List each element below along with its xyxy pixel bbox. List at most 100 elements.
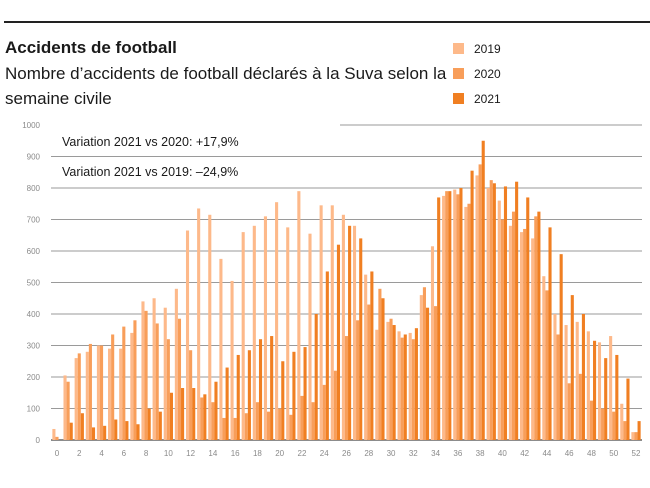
bar-2020-week-25: [333, 370, 337, 440]
y-axis-ticks: 0 100 200 300 400 500 600 700 800 900 1000: [22, 121, 40, 445]
bar-2019-week-10: [163, 307, 167, 440]
bar-2021-week-50: [615, 354, 619, 440]
bar-2020-week-45: [556, 334, 560, 440]
bar-2019-week-1: [63, 375, 67, 440]
y-tick-label: 400: [27, 310, 41, 319]
bar-2019-week-18: [252, 225, 256, 440]
bar-2019-week-2: [74, 358, 78, 440]
y-tick-label: 800: [27, 184, 41, 193]
bar-2020-week-29: [378, 288, 382, 440]
bar-2019-week-13: [197, 208, 201, 440]
x-tick-label: 42: [520, 449, 529, 458]
bar-2019-week-30: [386, 321, 390, 441]
x-tick-label: 36: [453, 449, 462, 458]
bar-2020-week-10: [166, 339, 170, 440]
bar-2021-week-26: [348, 225, 352, 440]
bar-2021-week-19: [270, 336, 274, 440]
bar-2019-week-28: [364, 274, 368, 441]
y-tick-label: 700: [27, 216, 41, 225]
bar-2021-week-49: [604, 358, 608, 440]
bar-2019-week-52: [631, 432, 635, 441]
bar-2020-week-1: [66, 381, 70, 440]
bar-2020-week-44: [545, 290, 549, 441]
bar-2019-week-21: [286, 227, 290, 441]
bar-2020-week-33: [422, 287, 426, 440]
bar-2021-week-46: [570, 295, 574, 440]
bar-2019-week-43: [531, 238, 535, 440]
bar-2020-week-0: [55, 436, 59, 440]
bar-2019-week-26: [341, 214, 345, 440]
x-tick-label: 6: [122, 449, 127, 458]
bar-2020-week-6: [122, 326, 126, 440]
bar-2019-week-8: [141, 301, 145, 440]
bar-2021-week-23: [314, 314, 318, 440]
x-tick-label: 32: [409, 449, 418, 458]
bar-2020-week-22: [300, 395, 304, 440]
chart-subtitle: Nombre d’accidents de football déclarés …: [5, 64, 447, 108]
bar-2019-week-40: [497, 200, 501, 440]
bar-2021-week-38: [481, 140, 485, 440]
y-tick-label: 0: [36, 436, 41, 445]
bar-2021-week-16: [236, 354, 240, 440]
bar-2021-week-17: [247, 350, 251, 440]
bar-2021-week-35: [448, 191, 452, 440]
bar-2019-week-16: [230, 280, 234, 440]
bar-2020-week-46: [567, 383, 571, 440]
bar-2019-week-51: [620, 403, 624, 440]
bar-2021-week-25: [336, 244, 341, 440]
bar-2021-week-30: [392, 325, 396, 440]
bar-2019-week-49: [597, 342, 602, 440]
bar-2021-week-9: [158, 411, 162, 440]
bar-2020-week-7: [133, 320, 137, 440]
bar-2020-week-39: [489, 180, 493, 441]
x-tick-label: 30: [387, 449, 396, 458]
bar-2021-week-8: [147, 408, 151, 440]
legend-swatch-2021: [453, 93, 464, 104]
bar-2021-week-13: [203, 394, 207, 440]
bar-2021-week-12: [192, 388, 196, 440]
bar-2021-week-20: [281, 361, 285, 440]
bar-2021-week-29: [381, 298, 385, 440]
annotation-variation-2019: Variation 2021 vs 2019: –24,9%: [62, 165, 238, 179]
bar-2021-week-34: [437, 197, 441, 440]
legend-item-2021: 2021: [453, 86, 501, 111]
bar-2020-week-28: [367, 304, 371, 440]
y-tick-label: 1000: [22, 121, 40, 130]
x-tick-label: 26: [342, 449, 351, 458]
legend-label-2021: 2021: [474, 91, 501, 106]
bar-2020-week-37: [467, 203, 471, 440]
bar-2020-week-30: [389, 318, 393, 440]
y-tick-label: 500: [27, 279, 41, 288]
bar-2020-week-51: [623, 421, 627, 440]
x-tick-label: 50: [609, 449, 618, 458]
bar-2020-week-8: [144, 310, 148, 440]
bar-2021-week-40: [503, 186, 508, 440]
bar-2021-week-39: [492, 183, 496, 440]
bar-2020-week-32: [411, 339, 415, 440]
x-tick-label: 52: [632, 449, 641, 458]
x-tick-label: 22: [298, 449, 307, 458]
bar-2019-week-39: [486, 188, 490, 440]
x-tick-label: 46: [565, 449, 574, 458]
bar-2020-week-12: [189, 350, 193, 440]
bar-2019-week-25: [330, 205, 334, 440]
bar-2021-week-6: [125, 421, 129, 440]
legend: 2019 2020 2021: [453, 36, 501, 111]
bar-2021-week-44: [548, 227, 552, 441]
bar-2019-week-17: [241, 232, 245, 440]
bar-2019-week-41: [508, 225, 512, 440]
bar-2021-week-45: [559, 254, 563, 440]
annotation-backdrop-1: [40, 112, 340, 152]
y-tick-label: 300: [27, 342, 41, 351]
x-tick-label: 2: [77, 449, 82, 458]
bar-2020-week-17: [244, 413, 248, 440]
bar-2019-week-38: [475, 175, 479, 440]
bar-2020-week-5: [111, 334, 115, 440]
x-tick-label: 40: [498, 449, 507, 458]
bar-2021-week-52: [637, 421, 641, 440]
bar-2020-week-2: [77, 353, 81, 441]
top-rule: [4, 21, 650, 23]
bar-2019-week-37: [464, 206, 468, 440]
bar-2021-week-14: [214, 381, 218, 440]
bar-2019-week-32: [408, 332, 412, 440]
